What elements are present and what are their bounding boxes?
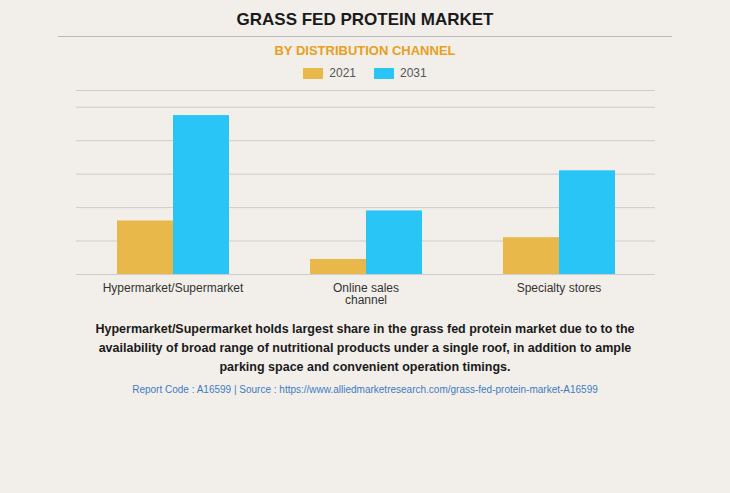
html-text:Hypermarket/Supermarket holds: Hypermarket/Supermarket holds largest sh… xyxy=(95,322,635,374)
svg-text:Hypermarket/Supermarket: Hypermarket/Supermarket xyxy=(103,281,244,295)
html-text:2021: 2021 xyxy=(329,66,356,80)
html-text:GRASS FED PROTEIN MARKET: GRASS FED PROTEIN MARKET xyxy=(236,10,494,29)
svg-text:Specialty stores: Specialty stores xyxy=(517,281,602,295)
html-text:BY DISTRIBUTION CHANNEL: BY DISTRIBUTION CHANNEL xyxy=(274,43,456,58)
svg-text:Online saleschannel: Online saleschannel xyxy=(333,281,399,307)
html-text:2031: 2031 xyxy=(400,66,427,80)
html-text:Report Code : A16599 | Source: Report Code : A16599 | Source : https://… xyxy=(132,384,598,396)
